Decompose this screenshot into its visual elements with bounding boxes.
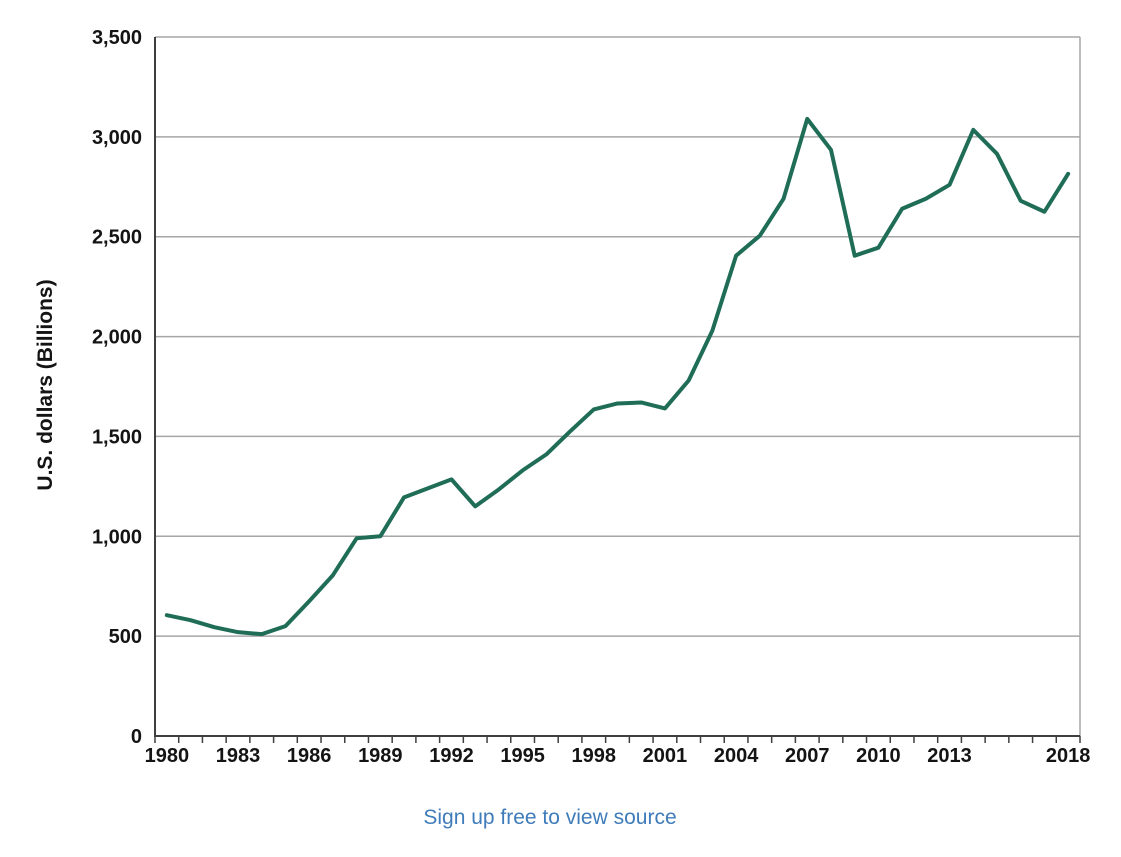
- signup-source-link[interactable]: Sign up free to view source: [423, 806, 677, 829]
- x-tick-label: 1998: [572, 745, 617, 767]
- x-tick-label: 1980: [145, 745, 190, 767]
- y-tick-label: 3,500: [92, 27, 142, 49]
- x-tick-label: 2010: [856, 745, 901, 767]
- y-axis-title: U.S. dollars (Billions): [34, 279, 57, 491]
- y-tick-label: 2,500: [92, 227, 142, 249]
- y-tick-label: 500: [109, 626, 142, 648]
- line-chart: 0 500 1,000 1,500 2,000 2,500 3,000 3,500 1980 19…: [34, 27, 1091, 767]
- x-tick-label: 1989: [358, 745, 403, 767]
- chart-canvas: 0 500 1,000 1,500 2,000 2,500 3,000 3,500 1980 19…: [92, 27, 1091, 767]
- x-tick-label: 1995: [500, 745, 545, 767]
- source-row: Sign up free to view source: [0, 806, 1100, 830]
- y-tick-label: 2,000: [92, 327, 142, 349]
- x-tick-label: 2001: [643, 745, 688, 767]
- y-tick-label: 1,000: [92, 526, 142, 548]
- x-tick-label: 2007: [785, 745, 830, 767]
- y-tick-label: 1,500: [92, 426, 142, 448]
- x-tick-label: 1983: [216, 745, 261, 767]
- x-tick-label: 2018: [1046, 745, 1091, 767]
- y-tick-label: 3,000: [92, 127, 142, 149]
- x-tick-label: 1992: [429, 745, 474, 767]
- x-tick-label: 2004: [714, 745, 759, 767]
- y-tick-label: 0: [131, 726, 142, 748]
- data-line: [164, 116, 1071, 637]
- x-tick-label: 1986: [287, 745, 332, 767]
- x-tick-label: 2013: [927, 745, 972, 767]
